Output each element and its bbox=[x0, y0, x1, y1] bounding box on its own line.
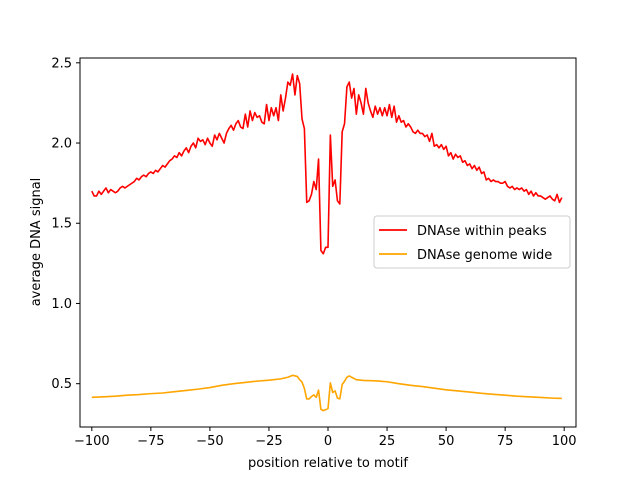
y-tick-label: 1.5 bbox=[51, 217, 72, 232]
series-line-genome bbox=[91, 374, 562, 412]
x-tick-label: 25 bbox=[379, 434, 396, 449]
legend-box bbox=[373, 215, 571, 269]
y-axis-label: average DNA signal bbox=[29, 178, 44, 307]
y-axis: 0.5 1.0 1.5 2.0 2.5 bbox=[51, 56, 80, 392]
legend: DNAse within peaks DNAse genome wide bbox=[373, 215, 571, 269]
x-tick-label: 0 bbox=[324, 434, 332, 449]
y-tick-label: 0.5 bbox=[51, 377, 72, 392]
x-tick-label: 50 bbox=[438, 434, 455, 449]
legend-label-peaks: DNAse within peaks bbox=[417, 224, 547, 239]
x-tick-label: −75 bbox=[137, 434, 164, 449]
plot-lines bbox=[91, 73, 563, 412]
x-tick-label: 100 bbox=[552, 434, 577, 449]
x-tick-label: −25 bbox=[255, 434, 282, 449]
x-axis-label: position relative to motif bbox=[248, 456, 408, 471]
x-tick-label: 75 bbox=[497, 434, 514, 449]
x-axis: −100 −75 −50 −25 0 25 50 75 100 bbox=[74, 427, 577, 449]
x-tick-label: −100 bbox=[74, 434, 110, 449]
y-tick-label: 1.0 bbox=[51, 297, 72, 312]
legend-label-genome: DNAse genome wide bbox=[417, 248, 552, 263]
y-tick-label: 2.5 bbox=[51, 56, 72, 71]
x-tick-label: −50 bbox=[196, 434, 223, 449]
series-line-peaks bbox=[91, 73, 563, 255]
y-tick-label: 2.0 bbox=[51, 137, 72, 152]
